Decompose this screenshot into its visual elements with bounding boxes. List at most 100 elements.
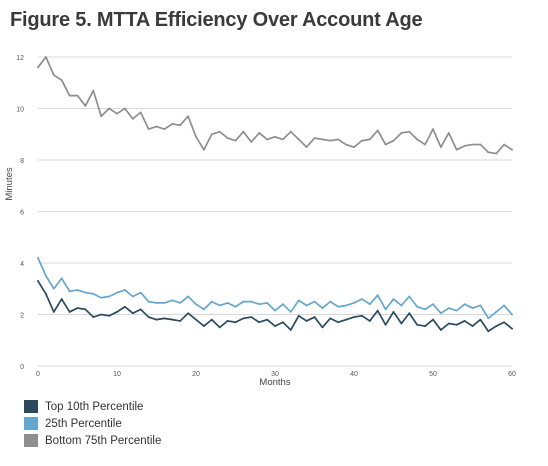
data-point — [463, 303, 466, 306]
data-point — [329, 139, 332, 142]
x-tick-label: 20 — [192, 371, 200, 378]
data-point — [313, 316, 316, 318]
data-point — [471, 307, 474, 309]
data-point — [108, 107, 110, 110]
data-point — [147, 300, 150, 303]
data-point — [234, 139, 237, 142]
data-point — [345, 318, 347, 321]
y-tick-label: 6 — [20, 210, 24, 217]
data-point — [305, 320, 308, 322]
data-point — [495, 311, 498, 313]
data-point — [187, 295, 190, 298]
data-point — [124, 107, 126, 110]
y-tick-label: 12 — [16, 55, 24, 62]
data-point — [400, 304, 403, 307]
data-point — [258, 132, 261, 134]
data-point — [52, 287, 55, 290]
data-point — [313, 137, 316, 140]
data-point — [337, 321, 340, 324]
data-point — [416, 138, 419, 141]
data-point — [163, 128, 166, 131]
data-point — [242, 300, 245, 303]
legend-label-25th: 25th Percentile — [45, 417, 122, 430]
data-point — [210, 133, 213, 136]
data-point — [226, 320, 229, 322]
legend: Top 10th Percentile 25th Percentile Bott… — [24, 398, 161, 449]
x-tick-label: 60 — [508, 371, 516, 378]
legend-item-25th: 25th Percentile — [24, 415, 161, 432]
x-tick-label: 0 — [36, 371, 40, 378]
data-point — [392, 139, 395, 142]
gridlines — [38, 56, 512, 367]
data-point — [353, 302, 355, 304]
data-point — [511, 148, 513, 151]
data-point — [440, 146, 442, 149]
data-point — [376, 309, 379, 312]
data-point — [266, 302, 268, 304]
data-point — [195, 303, 197, 306]
data-point — [479, 304, 482, 307]
y-tick-label: 8 — [20, 158, 24, 165]
data-point — [416, 305, 419, 308]
legend-label-top-10th: Top 10th Percentile — [45, 400, 144, 413]
data-point — [68, 94, 71, 97]
data-point — [321, 326, 324, 329]
data-point — [116, 112, 118, 115]
data-point — [440, 329, 442, 331]
y-tick-label: 4 — [20, 261, 24, 268]
data-point — [226, 137, 229, 140]
data-point — [289, 311, 292, 313]
data-point — [116, 291, 118, 294]
data-point — [234, 321, 237, 324]
data-point — [258, 321, 261, 324]
data-point — [250, 141, 253, 143]
data-point — [503, 304, 505, 307]
data-point — [163, 317, 166, 320]
data-point — [321, 138, 324, 141]
data-point — [179, 320, 182, 322]
data-point — [171, 123, 174, 125]
data-point — [463, 320, 466, 322]
data-point — [139, 111, 142, 114]
data-point — [258, 303, 261, 306]
data-point — [289, 329, 292, 331]
y-tick-label: 2 — [20, 313, 24, 320]
data-point — [116, 311, 118, 313]
legend-item-bottom-75th: Bottom 75th Percentile — [24, 432, 161, 449]
data-point — [45, 56, 47, 58]
axes: 0 2 4 6 8 10 12 0 10 20 30 40 50 60 — [16, 55, 516, 378]
data-point — [487, 317, 490, 320]
data-point — [131, 295, 134, 298]
series-line-2 — [37, 56, 513, 155]
data-point — [305, 146, 308, 149]
data-point — [163, 302, 166, 304]
x-tick-label: 10 — [113, 371, 121, 378]
data-point — [155, 125, 158, 128]
data-point — [408, 130, 411, 133]
data-point — [361, 139, 363, 142]
data-point — [408, 312, 411, 315]
data-point — [242, 317, 245, 320]
data-point — [447, 132, 450, 134]
data-point — [432, 128, 434, 131]
data-point — [155, 302, 158, 304]
data-point — [313, 300, 316, 303]
data-point — [297, 138, 300, 141]
data-point — [487, 330, 490, 333]
data-point — [203, 308, 205, 311]
data-point — [329, 317, 332, 320]
data-point — [266, 138, 268, 141]
legend-swatch-bottom-75th — [24, 434, 38, 447]
data-point — [416, 323, 419, 326]
data-point — [392, 311, 395, 313]
data-point — [297, 299, 300, 302]
data-point — [210, 318, 213, 321]
data-point — [100, 115, 103, 118]
chart-title: Figure 5. MTTA Efficiency Over Account A… — [10, 9, 423, 31]
legend-label-bottom-75th: Bottom 75th Percentile — [45, 434, 162, 447]
series-line-1 — [37, 257, 513, 320]
data-point — [92, 89, 95, 92]
data-point — [76, 94, 79, 97]
data-point — [242, 130, 245, 133]
data-point — [124, 289, 126, 291]
